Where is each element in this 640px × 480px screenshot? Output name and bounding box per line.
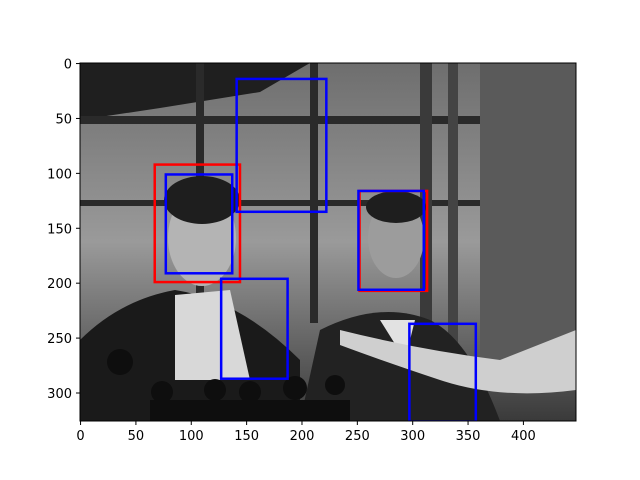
y-tick-label: 250 bbox=[47, 332, 72, 347]
axes-frame bbox=[79, 62, 577, 422]
bounding-box-3 bbox=[235, 77, 328, 214]
x-tick-label: 200 bbox=[290, 429, 315, 444]
y-axis-ticks: 0 50 100 150 200 250 300 bbox=[47, 58, 80, 402]
x-tick-label: 350 bbox=[456, 429, 481, 444]
y-tick-label: 200 bbox=[47, 277, 72, 292]
bounding-boxes bbox=[153, 77, 478, 421]
y-tick-label: 0 bbox=[64, 58, 72, 73]
x-tick-label: 50 bbox=[128, 429, 145, 444]
y-tick-label: 150 bbox=[47, 222, 72, 237]
x-tick-label: 300 bbox=[400, 429, 425, 444]
x-tick-label: 150 bbox=[234, 429, 259, 444]
bounding-box-5 bbox=[357, 189, 426, 292]
bounding-box-1 bbox=[153, 163, 242, 284]
x-tick-label: 0 bbox=[76, 429, 84, 444]
y-tick-label: 50 bbox=[55, 112, 72, 127]
x-tick-label: 100 bbox=[179, 429, 204, 444]
y-tick-label: 300 bbox=[47, 387, 72, 402]
y-tick-label: 100 bbox=[47, 167, 72, 182]
x-tick-label: 250 bbox=[345, 429, 370, 444]
photo-image bbox=[80, 63, 576, 421]
x-axis-ticks: 0 50 100 150 200 250 300 350 400 bbox=[76, 421, 536, 444]
x-tick-label: 400 bbox=[511, 429, 536, 444]
bounding-box-7 bbox=[408, 322, 478, 421]
bounding-box-2 bbox=[164, 173, 234, 275]
bounding-box-6 bbox=[219, 277, 289, 380]
